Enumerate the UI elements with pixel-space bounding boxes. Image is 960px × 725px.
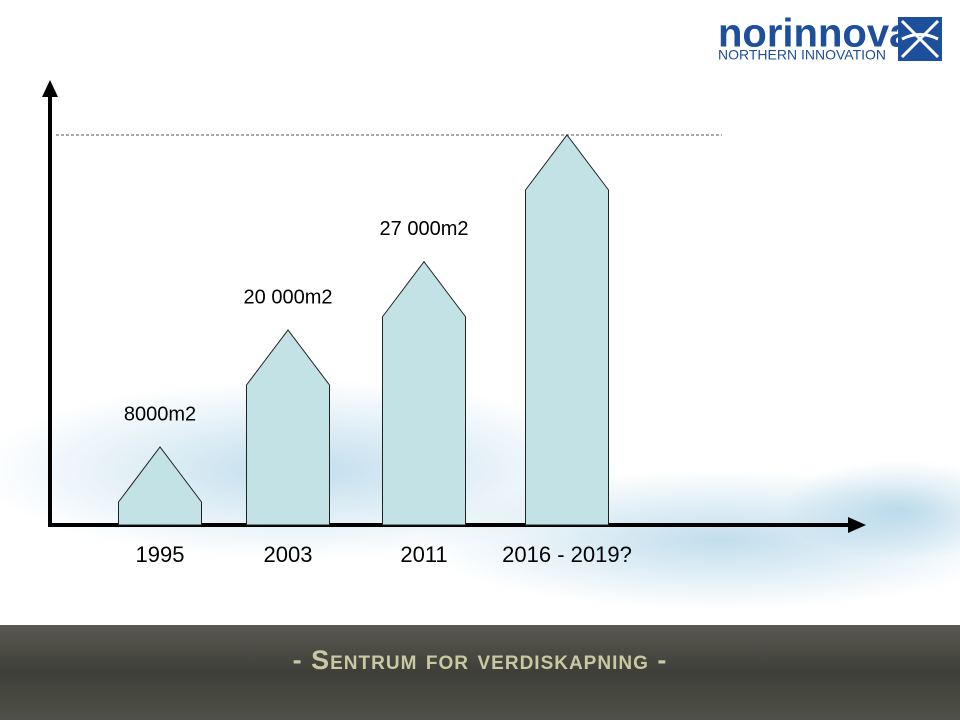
x-tick-label: 2011 <box>400 542 447 567</box>
value-label: 8000m2 <box>124 403 196 425</box>
house-bar <box>246 329 330 526</box>
x-tick-label: 1995 <box>136 542 185 567</box>
footer-text: - Sentrum for verdiskapning - <box>293 645 668 675</box>
logo-tagline: NORTHERN INNOVATION <box>718 47 886 63</box>
logo: norinnova NORTHERN INNOVATION <box>718 12 942 63</box>
value-label: 27 000m2 <box>380 218 469 240</box>
logo-name: norinnova <box>718 12 912 56</box>
x-tick-label: 2016 - 2019? <box>502 542 632 567</box>
house-bar <box>382 260 466 526</box>
house-bar <box>525 134 609 526</box>
house-bar <box>118 446 202 526</box>
x-tick-label: 2003 <box>264 542 313 567</box>
footer-band <box>0 625 960 720</box>
value-label: 20 000m2 <box>244 286 333 308</box>
